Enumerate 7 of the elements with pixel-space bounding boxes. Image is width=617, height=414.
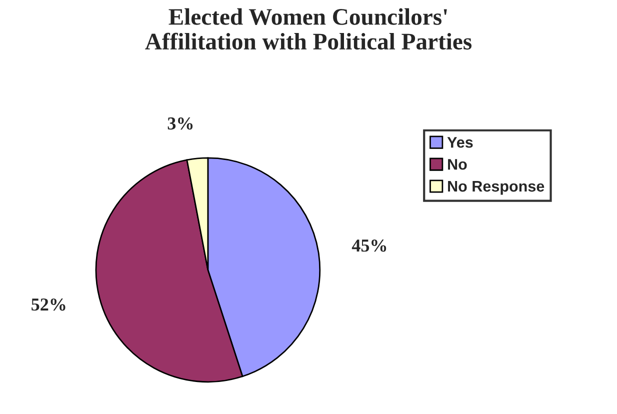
legend-label: Yes bbox=[447, 137, 473, 148]
legend-label: No bbox=[448, 159, 467, 170]
chart-title: Elected Women Councilors' Affilitation with Political Parties bbox=[145, 8, 472, 50]
data-label: 52% bbox=[32, 298, 66, 311]
legend-label: No Response bbox=[448, 181, 544, 195]
data-label: 3% bbox=[168, 117, 193, 130]
data-label: 45% bbox=[352, 239, 386, 252]
